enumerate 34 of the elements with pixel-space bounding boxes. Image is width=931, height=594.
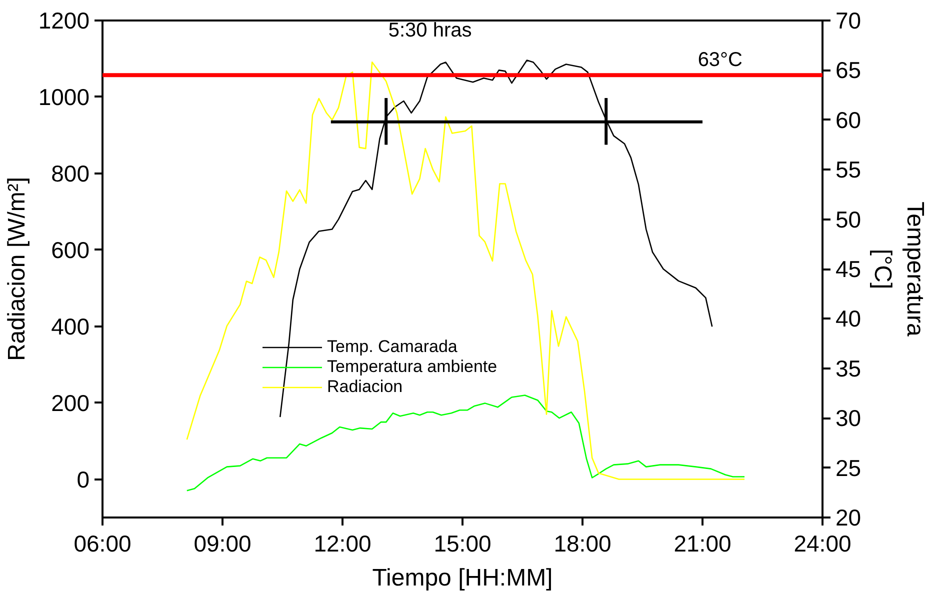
y-axis-title: Radiacion [W/m²] (3, 176, 30, 362)
x-axis-title: Tiempo [HH:MM] (372, 564, 553, 592)
y2-axis-title: Temperatura [°C] (869, 202, 928, 338)
x-tick-label: 09:00 (194, 530, 252, 556)
y2-tick-label: 60 (836, 106, 862, 133)
x-tick-label: 06:00 (74, 530, 132, 556)
y2-tick-label: 50 (836, 206, 862, 232)
ref-line-label: 63°C (698, 49, 742, 72)
y2-tick-label: 55 (836, 156, 862, 183)
y-tick-label: 0 (76, 466, 90, 492)
y2-tick-label: 45 (836, 256, 862, 282)
x-tick-label: 18:00 (554, 530, 612, 556)
y2-tick-label: 65 (836, 57, 862, 84)
y2-tick-label: 40 (836, 306, 862, 332)
y-tick-label: 400 (51, 313, 90, 340)
y-tick-label: 800 (51, 160, 90, 186)
x-tick-label: 24:00 (794, 530, 852, 556)
y-tick-label: 1000 (38, 84, 90, 110)
y2-tick-label: 25 (836, 454, 862, 481)
legend-label: Radiacion (327, 377, 403, 397)
y2-tick-label: 35 (836, 355, 862, 382)
y-tick-label: 1200 (38, 8, 90, 34)
x-tick-label: 21:00 (674, 530, 732, 556)
legend-label: Temp. Camarada (327, 337, 458, 357)
y-tick-label: 600 (51, 236, 90, 263)
y2-tick-label: 30 (836, 405, 862, 432)
legend-label: Temperatura ambiente (327, 357, 498, 377)
y2-tick-label: 20 (836, 504, 862, 530)
x-tick-label: 15:00 (434, 530, 492, 556)
x-tick-label: 12:00 (314, 530, 372, 556)
y-tick-label: 200 (51, 390, 90, 416)
annotation: 5:30 hras (388, 20, 472, 42)
line-series (186, 394, 746, 492)
y2-tick-label: 70 (836, 8, 862, 34)
